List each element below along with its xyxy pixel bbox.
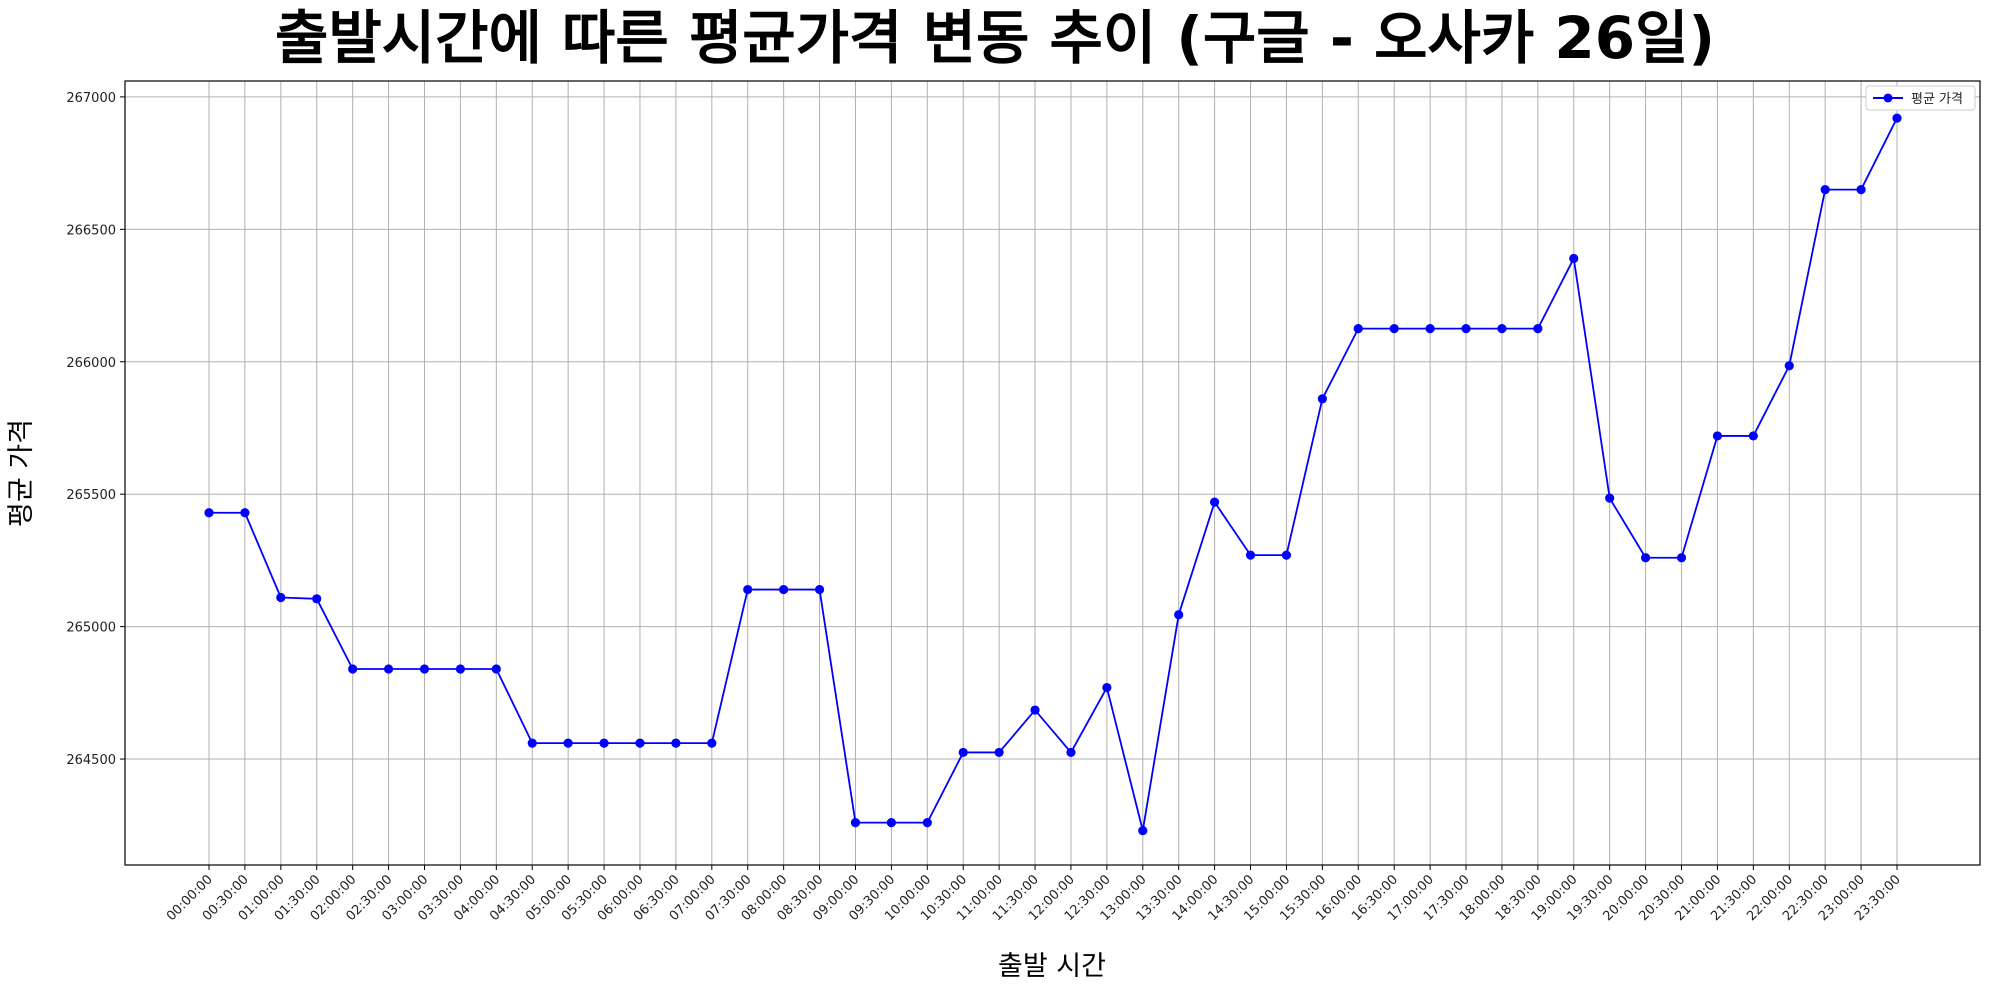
data-point <box>1317 394 1327 404</box>
data-point <box>383 664 394 674</box>
data-point <box>1748 431 1758 441</box>
y-tick-label: 266000 <box>66 356 116 371</box>
y-tick-label: 267000 <box>66 91 116 106</box>
x-axis-label: 출발 시간 <box>998 951 1106 982</box>
data-point <box>527 738 537 748</box>
data-point <box>419 664 430 674</box>
data-point <box>958 747 968 758</box>
y-tick-label: 265500 <box>66 488 116 503</box>
legend-label: 평균 가격 <box>1911 92 1963 107</box>
data-point <box>276 592 286 603</box>
data-point <box>779 584 789 595</box>
legend: 평균 가격 <box>1865 85 1976 111</box>
data-point <box>1461 324 1471 334</box>
data-point <box>1245 550 1256 560</box>
data-point <box>1353 324 1363 334</box>
data-point <box>348 664 358 674</box>
data-point <box>1569 253 1579 264</box>
legend-box <box>1865 85 1976 111</box>
data-point <box>1210 497 1220 507</box>
data-point <box>1605 493 1615 503</box>
y-tick-label: 266500 <box>66 223 116 238</box>
data-point <box>1138 825 1148 836</box>
data-point <box>491 664 501 674</box>
data-point <box>1533 324 1543 334</box>
data-point <box>1102 682 1112 693</box>
data-point <box>1066 747 1076 758</box>
plot-frame <box>124 80 1981 866</box>
data-point <box>240 508 250 518</box>
data-point <box>1389 324 1399 334</box>
y-tick-label: 265000 <box>66 621 116 636</box>
y-axis-label: 평균 가격 <box>6 419 37 527</box>
data-point <box>1784 361 1794 371</box>
data-point <box>994 747 1004 758</box>
data-point <box>850 818 861 828</box>
data-point <box>635 738 645 748</box>
data-point <box>1640 553 1651 563</box>
data-point <box>814 584 825 595</box>
data-point <box>1425 324 1435 334</box>
data-point <box>743 584 753 595</box>
data-point <box>563 738 573 748</box>
data-point <box>1174 610 1184 620</box>
data-point <box>1281 550 1292 560</box>
data-point <box>707 738 717 748</box>
legend-marker <box>1883 93 1893 103</box>
series-line <box>209 117 1898 832</box>
data-point <box>1892 113 1902 123</box>
data-point <box>599 738 609 748</box>
data-point <box>455 664 466 674</box>
data-point <box>922 818 932 828</box>
chart-title: 출발시간에 따른 평균가격 변동 추이 (구글 - 오사카 26일) <box>275 4 1715 72</box>
data-point <box>1820 184 1830 195</box>
data-point <box>1030 705 1040 715</box>
grid <box>125 81 1980 865</box>
data-point <box>312 594 322 604</box>
data-point <box>671 738 681 748</box>
data-point <box>1497 324 1507 334</box>
series-layer <box>204 113 1902 836</box>
data-point <box>204 508 214 518</box>
x-axis: 00:00:0000:30:0001:00:0001:30:0002:00:00… <box>164 865 1904 924</box>
data-point <box>1856 184 1866 195</box>
data-point <box>1676 553 1687 563</box>
data-point <box>1712 431 1723 441</box>
data-point <box>886 818 896 828</box>
y-tick-label: 264500 <box>66 753 116 768</box>
y-axis: 264500 265000 265500 266000 266500 267000 <box>66 91 125 768</box>
